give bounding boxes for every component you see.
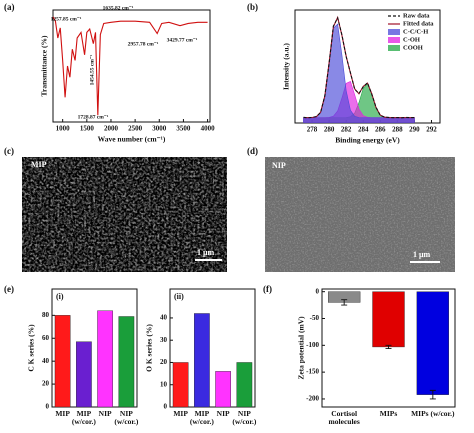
x-tick-label: 282	[341, 126, 352, 134]
x-tick-label: 2500	[128, 125, 143, 133]
bar	[236, 362, 253, 408]
annotation: 1635.82 cm⁻¹	[103, 5, 134, 11]
x-tick-label: 1000	[56, 125, 71, 133]
x-tick-label: 292	[426, 126, 437, 134]
plot-frame	[321, 288, 456, 408]
x-tick-label: 288	[392, 126, 403, 134]
panel-label: (d)	[247, 146, 258, 156]
scale-bar-label: 1 μm	[413, 250, 431, 259]
scale-bar-label: 1 μm	[197, 248, 215, 257]
bar	[194, 313, 210, 408]
legend-label: COOH	[403, 44, 423, 51]
y-tick-label: 0	[164, 403, 168, 411]
x-tick-label: MIPs	[379, 409, 398, 418]
plot-frame	[169, 288, 256, 408]
bar	[97, 310, 113, 408]
y-tick-label: -50	[310, 314, 320, 322]
subpanel-label: (i)	[56, 292, 64, 301]
plot-frame	[294, 9, 441, 124]
panel-label: (b)	[247, 2, 258, 12]
legend-label: Fitted data	[403, 20, 434, 27]
bar	[54, 315, 71, 408]
y-tick-label: 20	[42, 380, 50, 388]
x-tick-label: 280	[324, 126, 335, 134]
y-axis-title: Zeta potential (mV)	[297, 316, 306, 380]
legend-label: C-OH	[403, 36, 420, 43]
legend-swatch	[388, 45, 400, 51]
panel-label: (c)	[4, 146, 14, 156]
y-tick-label: 40	[42, 357, 50, 365]
x-tick-label: NIP (w/cor.)	[114, 409, 139, 426]
x-tick-label: MIP (w/cor.)	[71, 409, 96, 426]
x-tick-label: NIP	[98, 409, 112, 418]
x-axis-title: Binding energy (eV)	[335, 136, 400, 145]
x-tick-label: MIP	[55, 409, 70, 418]
legend-label: Raw data	[403, 12, 430, 19]
legend-label: C-C/C-H	[403, 28, 428, 35]
sem-image-mip	[22, 157, 227, 272]
bar	[118, 316, 135, 408]
y-tick-label: -100	[306, 341, 319, 349]
x-tick-label: Cortisol molecules	[328, 409, 360, 426]
image-label: NIP	[272, 161, 286, 170]
y-axis-title: O K series (%)	[145, 324, 154, 372]
x-tick-label: MIP	[173, 409, 188, 418]
x-tick-label: 1500	[80, 125, 95, 133]
x-tick-label: 278	[307, 126, 318, 134]
annotation: 3429.77 cm⁻¹	[167, 37, 198, 43]
y-tick-label: -200	[306, 395, 319, 403]
y-tick-label: 80	[42, 311, 50, 319]
y-axis-title: Transmittance (%)	[40, 35, 49, 96]
data-line	[303, 15, 415, 119]
bar	[372, 291, 405, 348]
bar	[172, 362, 189, 408]
x-tick-label: MIP (w/cor.)	[189, 409, 214, 426]
bar	[215, 371, 231, 408]
plot-frame	[51, 288, 138, 408]
legend-swatch	[388, 37, 400, 43]
sem-image-nip	[265, 157, 455, 272]
y-tick-label: -150	[306, 368, 319, 376]
y-tick-label: 0	[316, 287, 320, 295]
bar	[76, 341, 92, 408]
x-tick-label: NIP	[216, 409, 230, 418]
annotation: 1728.87 cm⁻¹	[78, 114, 109, 120]
plot-frame	[52, 9, 211, 123]
x-tick-label: 3000	[152, 125, 167, 133]
bar	[416, 291, 449, 395]
error-bar	[385, 344, 392, 349]
x-tick-label: 290	[409, 126, 420, 134]
y-axis-title: C K series (%)	[27, 324, 36, 372]
y-axis-title: Intensity (a.u.)	[282, 43, 291, 90]
y-tick-label: 40	[160, 314, 168, 322]
y-tick-label: 20	[160, 358, 168, 366]
subpanel-label: (ii)	[174, 292, 184, 301]
annotation: 1454.55 cm⁻¹	[89, 54, 95, 85]
x-axis-title: Wave number (cm⁻¹)	[98, 135, 166, 144]
annotation: 1257.85 cm⁻¹	[51, 16, 82, 22]
x-tick-label: 3500	[176, 125, 191, 133]
x-tick-label: 4000	[201, 125, 216, 133]
data-line	[52, 16, 208, 116]
y-tick-label: 10	[160, 380, 168, 388]
error-bar	[429, 389, 436, 400]
x-tick-label: MIPs (w/cor.)	[411, 409, 455, 418]
panel-label: (f)	[263, 284, 272, 294]
panel-label: (e)	[4, 284, 14, 294]
error-bar	[341, 299, 348, 306]
y-tick-label: 30	[160, 336, 168, 344]
y-tick-label: 60	[42, 334, 50, 342]
x-tick-label: 284	[358, 126, 369, 134]
panel-label: (a)	[4, 2, 15, 12]
image-label: MIP	[31, 160, 47, 169]
x-tick-label: 286	[375, 126, 386, 134]
x-tick-label: NIP (w/cor.)	[232, 409, 257, 426]
x-tick-label: 2000	[104, 125, 119, 133]
y-tick-label: 0	[46, 403, 50, 411]
annotation: 2957.78 cm⁻¹	[128, 41, 159, 47]
legend-swatch	[388, 29, 400, 35]
